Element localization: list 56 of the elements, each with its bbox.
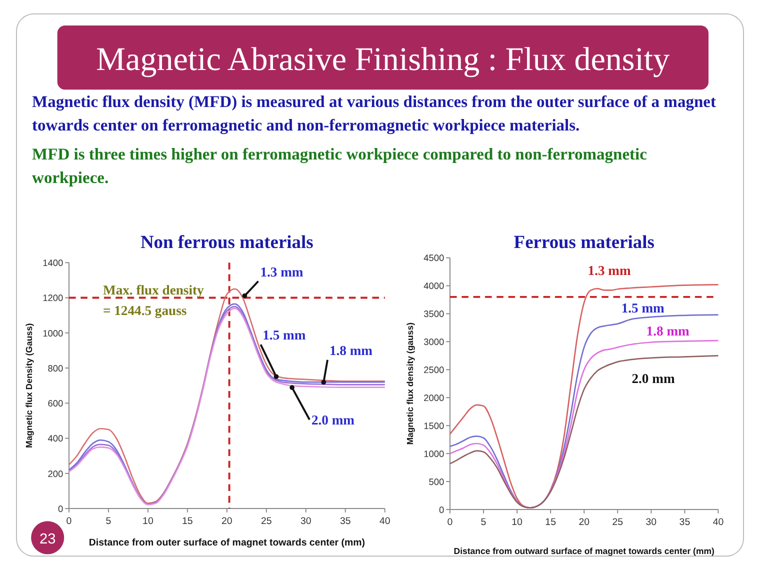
chart-title: Ferrous materials [514, 232, 654, 252]
x-axis-title: Distance from outer surface of magnet towards center (mm) [88, 537, 365, 548]
series-label: 1.3 mm [260, 264, 304, 280]
x-tick-label: 10 [512, 517, 524, 528]
x-tick-label: 15 [545, 517, 556, 528]
x-tick-label: 35 [340, 516, 351, 528]
x-tick-label: 10 [142, 516, 154, 528]
text: 23 [40, 532, 56, 548]
x-tick-label: 0 [447, 517, 454, 528]
x-tick-label: 5 [106, 516, 112, 528]
series-label: 1.8 mm [329, 343, 374, 358]
x-tick-label: 25 [612, 517, 624, 528]
x-tick-label: 20 [222, 516, 233, 528]
x-tick-label: 30 [300, 516, 312, 528]
y-axis-title: Magnetic flux Density (Gauss) [24, 323, 34, 448]
x-tick-label: 40 [379, 516, 391, 528]
x-axis-title: Distance from outward surface of magnet towards center (mm) [454, 546, 715, 556]
y-tick-label: 3500 [424, 309, 444, 320]
y-tick-label: 1500 [424, 421, 444, 432]
y-tick-label: 2500 [424, 365, 444, 376]
series-label: 1.8 mm [646, 323, 690, 338]
text: Magnetic Abrasive Finishing : Flux density [96, 42, 670, 78]
y-tick-label: 2000 [424, 393, 444, 404]
x-tick-label: 15 [182, 516, 193, 528]
y-tick-label: 0 [439, 504, 444, 515]
x-tick-label: 30 [646, 517, 658, 528]
y-tick-label: 200 [48, 468, 64, 479]
text: Magnetic flux density (MFD) is measured at various distances from the outer surface of a magnet towards center on ferromagnetic and non-ferromagnetic workpiece materials. [32, 92, 716, 134]
x-tick-label: 35 [679, 517, 690, 528]
y-tick-label: 1000 [424, 448, 444, 459]
x-tick-label: 5 [480, 517, 486, 528]
series-label: 2.0 mm [632, 371, 676, 386]
y-tick-label: 3000 [424, 337, 444, 348]
x-tick-label: 40 [712, 517, 724, 528]
x-tick-label: 25 [261, 516, 272, 528]
series-label: 2.0 mm [311, 412, 356, 428]
y-tick-label: 800 [48, 363, 64, 374]
y-tick-label: 1000 [42, 328, 64, 338]
y-tick-label: 600 [48, 398, 64, 409]
y-tick-label: 4500 [424, 253, 444, 264]
y-tick-label: 400 [48, 434, 64, 444]
series-label: 1.3 mm [588, 262, 632, 278]
x-tick-label: 20 [578, 517, 590, 528]
y-tick-label: 4000 [424, 281, 444, 292]
annotation: Max. flux density [103, 282, 204, 298]
y-tick-label: 500 [428, 476, 444, 487]
y-tick-label: 1400 [42, 258, 64, 268]
annotation: = 1244.5 gauss [103, 303, 187, 318]
chart-title: Non ferrous materials [140, 232, 314, 252]
series-label: 1.5 mm [621, 300, 666, 316]
x-tick-label: 0 [66, 516, 72, 528]
text: MFD is three times higher on ferromagnetic workpiece compared to non-ferromagnetic workpiece. [32, 144, 647, 187]
y-tick-label: 1200 [42, 293, 64, 304]
y-tick-label: 0 [58, 504, 64, 514]
series-label: 1.5 mm [262, 328, 306, 343]
y-axis-title: Magnetic flux density (gauss) [405, 322, 416, 445]
